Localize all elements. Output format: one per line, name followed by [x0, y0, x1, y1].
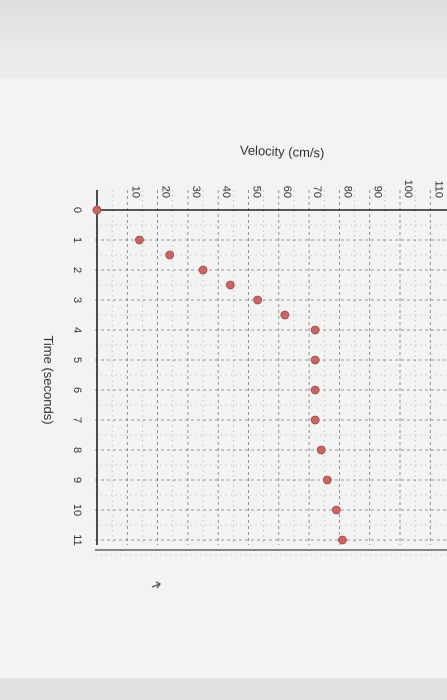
data-point [331, 505, 341, 515]
data-point [225, 280, 235, 290]
time-axis-title: Time (seconds) [41, 335, 56, 424]
time-tick-label: 5 [71, 357, 83, 363]
data-point [198, 265, 208, 275]
axes [95, 190, 447, 551]
velocity-tick-labels: 10 20 30 40 50 60 70 80 90 100 110 [129, 180, 444, 198]
velocity-axis-title: Velocity (cm/s) [240, 143, 325, 161]
time-tick-label: 8 [71, 447, 83, 453]
data-point [135, 235, 144, 245]
pen-mark [151, 581, 161, 589]
data-point [310, 415, 320, 425]
data-point [316, 445, 326, 455]
time-tick-labels: 0 1 2 3 4 5 6 7 8 9 10 11 [71, 207, 83, 546]
velocity-tick-label: 70 [311, 186, 323, 198]
velocity-tick-label: 100 [402, 180, 414, 198]
velocity-tick-label: 20 [160, 186, 172, 198]
time-tick-label: 9 [71, 477, 83, 483]
time-tick-label: 1 [71, 237, 83, 243]
data-point [322, 475, 332, 485]
velocity-tick-label: 110 [432, 180, 444, 198]
time-tick-label: 2 [71, 267, 83, 273]
time-tick-label: 0 [71, 207, 83, 213]
velocity-tick-label: 10 [129, 186, 141, 198]
data-point [92, 205, 102, 215]
data-point [280, 310, 290, 320]
velocity-tick-label: 60 [281, 186, 293, 198]
time-tick-label: 6 [71, 387, 83, 393]
velocity-tick-label: 50 [251, 186, 263, 198]
time-tick-label: 11 [71, 534, 83, 545]
grid [95, 190, 447, 556]
time-tick-label: 4 [71, 327, 83, 333]
data-points [92, 205, 347, 545]
data-point [165, 250, 175, 260]
data-point [310, 355, 320, 365]
time-tick-label: 3 [71, 297, 83, 303]
data-point [310, 325, 320, 335]
velocity-tick-label: 40 [220, 186, 232, 198]
data-point [338, 535, 347, 545]
worksheet-paper [0, 78, 447, 678]
data-point [310, 385, 320, 395]
velocity-tick-label: 90 [372, 186, 384, 198]
time-tick-label: 7 [71, 417, 83, 423]
velocity-tick-label: 30 [190, 186, 202, 198]
data-point [253, 295, 262, 305]
time-tick-label: 10 [71, 504, 83, 516]
velocity-tick-label: 80 [341, 186, 353, 198]
